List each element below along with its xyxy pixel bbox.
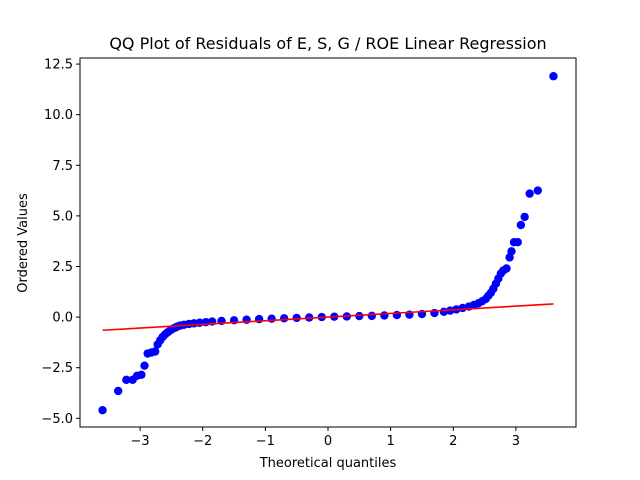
data-point-5	[137, 370, 146, 379]
x-tick-label: 1	[386, 434, 394, 449]
data-point-62	[507, 247, 516, 256]
data-point-1	[114, 386, 123, 396]
x-tick-label: 3	[512, 434, 520, 449]
x-tick-label: 2	[449, 434, 457, 449]
data-point-0	[98, 406, 107, 415]
x-axis: −3 −2 −1 0 1 2 3	[131, 427, 520, 449]
chart-title: QQ Plot of Residuals of E, S, G / ROE Li…	[109, 34, 546, 53]
data-point-60	[502, 264, 511, 273]
y-tick-label: 12.5	[44, 58, 73, 73]
fit-line-layer	[102, 303, 554, 332]
x-axis-title: Theoretical quantiles	[259, 456, 397, 471]
data-point-32	[292, 313, 301, 323]
data-point-67	[525, 189, 534, 198]
y-tick-label: 7.5	[52, 159, 73, 174]
data-points	[98, 72, 558, 415]
data-point-38	[367, 311, 377, 321]
data-point-30	[267, 314, 276, 323]
data-point-65	[516, 220, 526, 230]
data-point-69	[549, 72, 558, 81]
data-point-6	[140, 361, 149, 370]
y-tick-label: 0.0	[52, 311, 73, 326]
x-tick-label: −2	[193, 434, 212, 449]
plot-frame	[79, 57, 577, 428]
data-point-39	[380, 311, 389, 320]
y-tick-label: 10.0	[44, 108, 73, 123]
x-tick-label: 0	[324, 434, 332, 449]
data-point-9	[150, 347, 160, 356]
y-tick-label: −5.0	[41, 412, 73, 427]
data-point-64	[513, 238, 522, 247]
y-axis: −5.0 −2.5 0.0 2.5 5.0 7.5 10.0 12.5	[41, 58, 80, 427]
fit-line	[102, 303, 554, 332]
data-point-2	[122, 375, 131, 385]
data-point-37	[355, 311, 364, 321]
y-tick-label: 5.0	[52, 209, 73, 224]
y-tick-label: −2.5	[41, 361, 73, 376]
data-point-31	[279, 314, 289, 323]
x-tick-label: −1	[256, 434, 275, 449]
y-tick-label: 2.5	[52, 260, 73, 275]
data-point-68	[533, 186, 542, 195]
y-axis-title: Ordered Values	[16, 193, 31, 293]
x-tick-label: −3	[131, 434, 150, 449]
data-point-66	[520, 212, 529, 222]
